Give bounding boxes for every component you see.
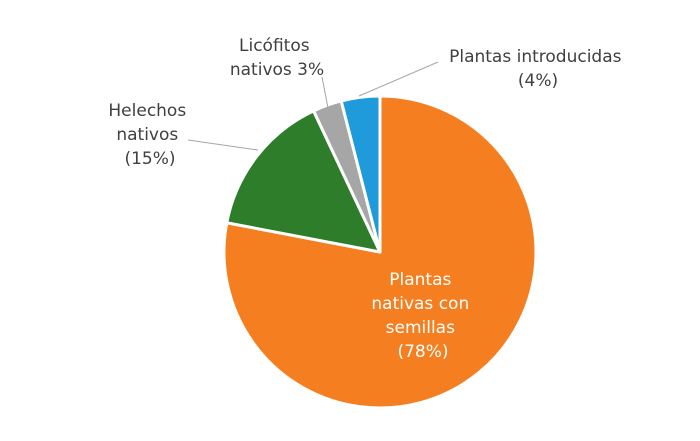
pie-slice-semillas xyxy=(222,94,538,410)
data-label-introducidas-line: (4%) xyxy=(518,71,558,91)
data-label-licofitos: Licófitos nativos 3% xyxy=(230,36,324,80)
data-label-semillas-line: (78%) xyxy=(397,342,448,362)
data-label-helechos-line: nativos xyxy=(116,125,178,145)
data-label-semillas: Plantas nativas con semillas (78%) xyxy=(371,270,474,362)
pie-slice-introducidas xyxy=(339,94,382,254)
data-label-semillas-line: Plantas xyxy=(389,270,451,290)
data-label-semillas-line: semillas xyxy=(386,318,455,338)
leader-line-licofitos xyxy=(321,76,329,109)
data-label-licofitos-line: Licófitos xyxy=(239,36,310,56)
pie-slices xyxy=(222,94,538,410)
data-label-licofitos-line: nativos 3% xyxy=(230,60,324,80)
data-label-helechos-line: (15%) xyxy=(124,149,175,169)
data-label-semillas-line: nativas con xyxy=(371,294,469,314)
data-label-introducidas-line: Plantas introducidas xyxy=(449,47,622,67)
data-label-introducidas: Plantas introducidas (4%) xyxy=(449,47,627,91)
pie-slice-helechos xyxy=(225,109,382,254)
leader-line-helechos xyxy=(187,139,259,151)
leader-line-introducidas xyxy=(358,61,439,97)
data-label-helechos: Helechos nativos (15%) xyxy=(108,101,191,169)
data-label-helechos-line: Helechos xyxy=(108,101,186,121)
